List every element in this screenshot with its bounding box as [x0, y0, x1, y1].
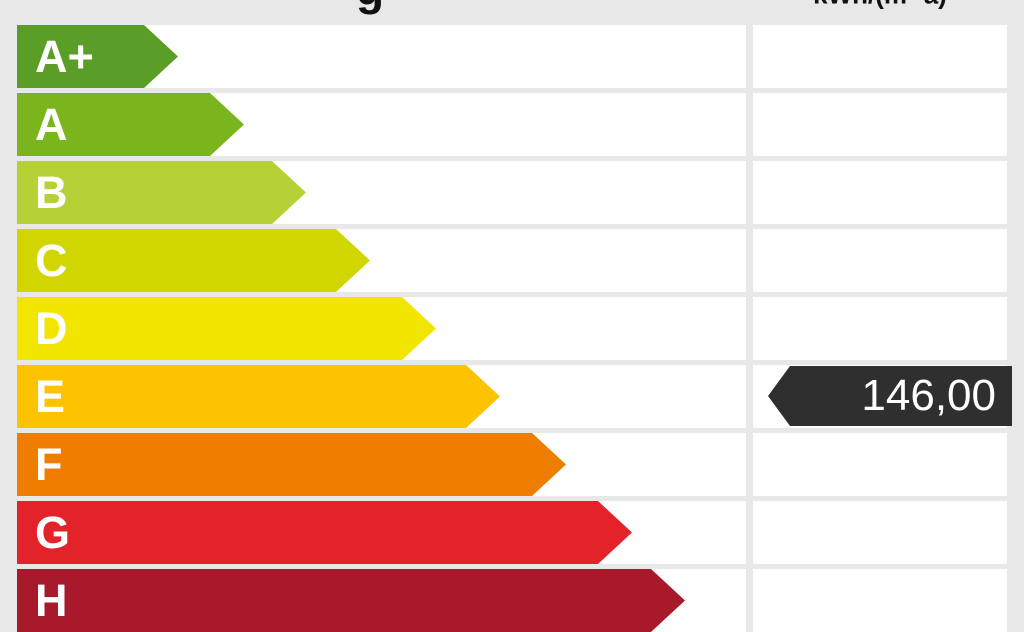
efficiency-bar-aplus[interactable]: A+ — [17, 25, 178, 88]
efficiency-grade-label: C — [35, 235, 68, 286]
table-row: F — [0, 433, 1024, 496]
efficiency-bar-b[interactable]: B — [17, 161, 306, 224]
table-row: D — [0, 297, 1024, 360]
table-header: g kWh/(m2 a) — [0, 0, 1024, 22]
header-unit-label: kWh/(m2 a) — [752, 0, 1008, 10]
table-row: A+ — [0, 25, 1024, 88]
efficiency-bar-a[interactable]: A — [17, 93, 244, 156]
efficiency-bar-h[interactable]: H — [17, 569, 685, 632]
table-row: G — [0, 501, 1024, 564]
row-panel-value — [753, 433, 1007, 496]
table-row: E 146,00 — [0, 365, 1024, 428]
row-panel-value — [753, 25, 1007, 88]
efficiency-grade-label: G — [35, 507, 71, 558]
efficiency-grade-label: F — [35, 439, 63, 490]
row-panel-value — [753, 297, 1007, 360]
efficiency-bar-c[interactable]: C — [17, 229, 370, 292]
row-panel-value — [753, 229, 1007, 292]
table-row: H — [0, 569, 1024, 632]
efficiency-grade-label: A — [35, 99, 68, 150]
efficiency-bar-f[interactable]: F — [17, 433, 566, 496]
value-marker-text: 146,00 — [861, 371, 996, 420]
header-left-title: g — [0, 0, 740, 12]
efficiency-bar-d[interactable]: D — [17, 297, 436, 360]
efficiency-grade-label: D — [35, 303, 68, 354]
row-panel-value — [753, 569, 1007, 632]
table-row: B — [0, 161, 1024, 224]
efficiency-grade-label: H — [35, 575, 68, 626]
efficiency-grade-label: A+ — [35, 31, 94, 82]
header-unit-text: kWh/(m — [813, 0, 907, 10]
efficiency-bar-g[interactable]: G — [17, 501, 632, 564]
efficiency-bar-e[interactable]: E — [17, 365, 500, 428]
table-row: A — [0, 93, 1024, 156]
row-panel-value — [753, 161, 1007, 224]
efficiency-grade-label: E — [35, 371, 66, 422]
row-panel-value — [753, 501, 1007, 564]
row-panel-value — [753, 93, 1007, 156]
table-row: C — [0, 229, 1024, 292]
efficiency-grade-label: B — [35, 167, 68, 218]
header-unit-tail: a) — [917, 0, 947, 10]
value-marker: 146,00 — [768, 366, 1012, 426]
